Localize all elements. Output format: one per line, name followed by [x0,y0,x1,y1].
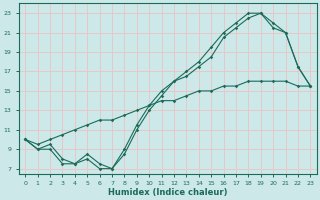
X-axis label: Humidex (Indice chaleur): Humidex (Indice chaleur) [108,188,228,197]
